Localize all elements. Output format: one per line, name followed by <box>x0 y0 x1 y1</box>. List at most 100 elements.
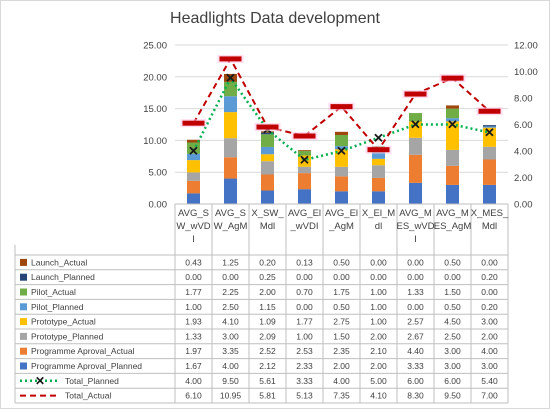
legend-key-swatch <box>20 258 27 266</box>
bar-segment <box>335 149 348 167</box>
table-cell: 1.33 <box>407 287 424 297</box>
total-planned-marker: ✕ <box>484 125 495 140</box>
category-label: X_MES_ <box>471 208 509 219</box>
bar-segment <box>446 108 459 119</box>
table-cell: 2.53 <box>296 346 313 356</box>
bar-segment <box>261 132 274 135</box>
bar-segment <box>224 178 237 204</box>
total-planned-marker: ✕ <box>299 152 310 167</box>
table-cell: 2.00 <box>370 361 387 371</box>
table-cell: 0.20 <box>259 257 276 267</box>
table-cell: 1.77 <box>296 317 313 327</box>
bar-segment <box>335 146 348 150</box>
bar-segment <box>446 118 459 122</box>
category-label: AVG_S <box>215 208 246 219</box>
bar-segment <box>298 151 311 156</box>
table-cell: 2.00 <box>370 331 387 341</box>
bar-segment <box>483 146 496 160</box>
table-cell: 0.00 <box>296 272 313 282</box>
table-cell: 5.81 <box>259 391 276 401</box>
table-cell: 0.00 <box>185 272 202 282</box>
bar-segment <box>483 125 496 127</box>
table-cell: 2.09 <box>259 331 276 341</box>
table-cell: 2.50 <box>444 331 461 341</box>
bar-segment <box>298 173 311 190</box>
bar-segment <box>335 191 348 204</box>
table-cell: 1.00 <box>370 317 387 327</box>
bar-segment <box>261 190 274 204</box>
table-cell: 2.50 <box>222 302 239 312</box>
table-cell: 0.43 <box>185 257 202 267</box>
y-right-tick-label: 4.00 <box>514 147 533 158</box>
table-cell: 1.67 <box>185 361 202 371</box>
table-cell: 2.00 <box>259 287 276 297</box>
total-planned-marker: ✕ <box>447 117 458 132</box>
table-cell: 2.12 <box>259 361 276 371</box>
y-right-tick-label: 6.00 <box>514 120 533 131</box>
y-left-tick-label: 10.00 <box>143 136 167 147</box>
total-actual-marker <box>478 108 501 114</box>
bar-segment <box>483 184 496 204</box>
table-cell: 0.00 <box>333 272 350 282</box>
total-actual-marker <box>330 104 353 110</box>
table-cell: 1.97 <box>185 346 202 356</box>
table-cell: 0.50 <box>333 302 350 312</box>
table-cell: 4.10 <box>222 317 239 327</box>
table-cell: 3.33 <box>296 376 313 386</box>
table-cell: 4.00 <box>481 346 498 356</box>
legend-key-swatch <box>20 288 27 296</box>
table-cell: 6.00 <box>407 376 424 386</box>
bar-segment <box>261 146 274 155</box>
bar-segment <box>446 184 459 204</box>
table-cell: 0.20 <box>481 302 498 312</box>
table-cell: 1.50 <box>333 331 350 341</box>
table-cell: 1.93 <box>185 317 202 327</box>
total-actual-marker <box>293 133 316 139</box>
category-label: AVG_El <box>288 208 321 219</box>
category-label: Mdl <box>482 221 497 232</box>
table-cell: 4.00 <box>185 376 202 386</box>
bar-segment <box>261 161 274 175</box>
legend-key-swatch <box>20 318 27 326</box>
table-cell: 3.00 <box>444 346 461 356</box>
table-cell: 1.00 <box>370 302 387 312</box>
category-label: X_SW_ <box>251 208 284 219</box>
table-cell: 9.50 <box>222 376 239 386</box>
legend-key-swatch <box>20 273 27 281</box>
table-cell: 9.50 <box>444 391 461 401</box>
total-actual-marker <box>367 147 390 153</box>
bar-segment <box>372 191 385 204</box>
bar-segment <box>261 154 274 162</box>
y-right-tick-label: 8.00 <box>514 94 533 105</box>
table-cell: 0.50 <box>444 257 461 267</box>
table-cell: 2.00 <box>481 331 498 341</box>
line-total-planned <box>192 75 490 162</box>
bar-segment <box>335 131 348 135</box>
table-cell: 2.75 <box>333 317 350 327</box>
bar-segment <box>298 155 311 167</box>
table-cell: 1.75 <box>333 287 350 297</box>
table-cell: 4.00 <box>222 361 239 371</box>
legend-label: Programme Aproval_Planned <box>31 361 142 371</box>
bar-segment <box>187 193 200 204</box>
table-cell: 0.00 <box>222 272 239 282</box>
legend-key-swatch <box>20 303 27 311</box>
category-label: AVG_El <box>325 208 358 219</box>
bar-segment <box>261 131 274 133</box>
table-cell: 2.10 <box>370 346 387 356</box>
table-cell: 1.50 <box>444 287 461 297</box>
category-label: Mdl <box>260 221 275 232</box>
bar-segment <box>187 160 200 173</box>
table-cell: 0.00 <box>481 257 498 267</box>
bar-segment <box>446 105 459 109</box>
bar-segment <box>187 142 200 154</box>
table-cell: 3.00 <box>222 331 239 341</box>
legend-label: Pilot_Actual <box>31 287 76 297</box>
bar-segment <box>224 157 237 179</box>
bar-segment <box>483 126 496 128</box>
table-cell: 8.30 <box>407 391 424 401</box>
legend-key-swatch <box>20 347 27 355</box>
bar-segment <box>187 180 200 194</box>
table-cell: 6.00 <box>444 376 461 386</box>
